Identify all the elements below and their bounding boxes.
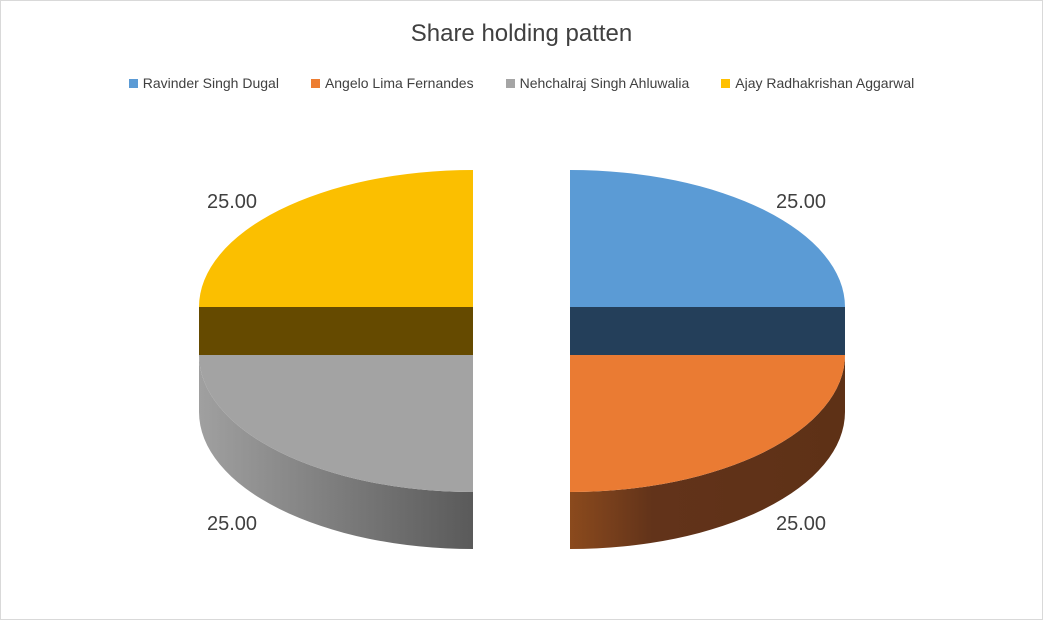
legend-item: Angelo Lima Fernandes [310, 75, 474, 91]
legend-swatch [505, 78, 515, 88]
legend: Ravinder Singh Dugal Angelo Lima Fernand… [0, 75, 1043, 91]
data-label-ravinder: 25.00 [776, 191, 826, 213]
chart-title: Share holding patten [410, 20, 633, 47]
data-label-nehchalraj: 25.00 [207, 513, 257, 535]
slice-nehchalraj-side [199, 355, 473, 549]
legend-label: Ajay Radhakrishan Aggarwal [735, 75, 915, 91]
slice-ravinder-side [570, 307, 845, 355]
legend-swatch [721, 78, 731, 88]
legend-item: Ajay Radhakrishan Aggarwal [721, 75, 914, 91]
legend-label: Ravinder Singh Dugal [142, 75, 279, 91]
slice-angelo-top[interactable] [570, 355, 845, 492]
legend-label: Nehchalraj Singh Ahluwalia [519, 75, 690, 91]
slice-ajay-top[interactable] [199, 170, 473, 307]
legend-item: Nehchalraj Singh Ahluwalia [505, 75, 690, 91]
data-label-ajay: 25.00 [207, 191, 257, 213]
slice-angelo-side [570, 355, 845, 549]
slice-nehchalraj-top[interactable] [199, 355, 473, 492]
slice-ajay-side [199, 307, 473, 355]
data-label-angelo: 25.00 [776, 513, 826, 535]
legend-item: Ravinder Singh Dugal [128, 75, 279, 91]
legend-swatch [310, 78, 320, 88]
legend-swatch [128, 78, 138, 88]
legend-label: Angelo Lima Fernandes [324, 75, 474, 91]
slice-ravinder-top[interactable] [570, 170, 845, 307]
